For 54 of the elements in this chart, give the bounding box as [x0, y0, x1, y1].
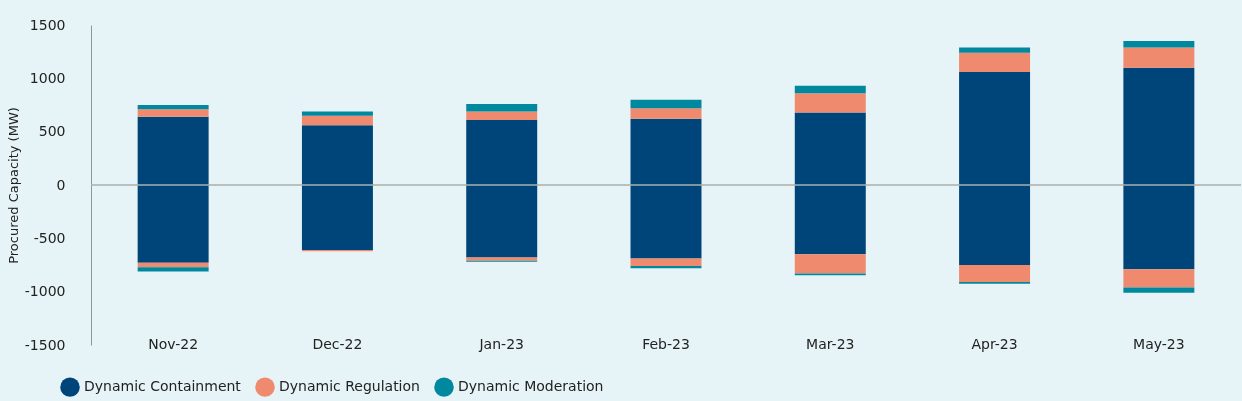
bar — [1123, 47, 1195, 68]
bar — [959, 47, 1031, 53]
y-tick-label: 1500 — [29, 16, 66, 33]
bar — [466, 103, 538, 112]
bar — [301, 185, 373, 251]
bar — [137, 267, 209, 272]
bar — [959, 265, 1031, 283]
y-tick-label: 1000 — [29, 69, 66, 86]
bar — [630, 118, 702, 185]
bar — [959, 52, 1031, 72]
bar — [630, 266, 702, 269]
legend-label: Dynamic Moderation — [458, 378, 604, 395]
bar — [1123, 67, 1195, 185]
bar — [794, 185, 866, 255]
y-tick-label: 0 — [56, 176, 66, 193]
y-tick-label: -1000 — [24, 283, 66, 300]
x-tick-label: Mar-23 — [806, 335, 855, 352]
bar — [137, 262, 209, 268]
bar — [630, 258, 702, 267]
bar — [959, 71, 1031, 185]
x-tick-label: Jan-23 — [478, 335, 524, 352]
bar — [466, 185, 538, 258]
y-tick-label: -500 — [33, 229, 66, 246]
bar — [301, 125, 373, 185]
bar — [466, 119, 538, 185]
bar — [794, 93, 866, 113]
bar — [630, 185, 702, 259]
x-tick-label: Feb-23 — [642, 335, 690, 352]
bar — [137, 105, 209, 110]
bar — [794, 254, 866, 274]
bar — [1123, 287, 1195, 293]
bar — [794, 85, 866, 94]
y-tick-label: 500 — [38, 123, 66, 140]
x-tick-label: Nov-22 — [148, 335, 199, 352]
bar — [1123, 41, 1195, 48]
bar — [959, 185, 1031, 265]
bar — [1123, 269, 1195, 288]
bar — [137, 116, 209, 185]
x-tick-label: Dec-22 — [312, 335, 363, 352]
x-tick-label: May-23 — [1133, 335, 1185, 352]
bar — [1123, 185, 1195, 270]
bar — [137, 109, 209, 117]
y-axis-title: Procured Capacity (MW) — [5, 107, 21, 264]
legend-label: Dynamic Regulation — [279, 378, 420, 395]
bar — [301, 115, 373, 126]
bar — [301, 111, 373, 116]
x-tick-label: Apr-23 — [971, 335, 1018, 352]
bar — [630, 99, 702, 109]
y-tick-label: -1500 — [24, 336, 66, 353]
bar — [466, 111, 538, 120]
bar — [630, 108, 702, 119]
bar — [137, 185, 209, 263]
bar — [794, 112, 866, 185]
legend-label: Dynamic Containment — [84, 378, 242, 395]
